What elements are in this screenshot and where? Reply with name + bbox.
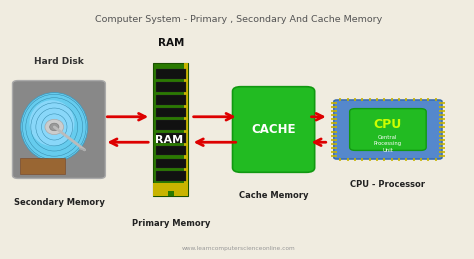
Bar bbox=[184, 63, 189, 183]
Ellipse shape bbox=[45, 119, 64, 135]
Bar bbox=[20, 157, 65, 174]
Text: www.learncomputerscienceonline.com: www.learncomputerscienceonline.com bbox=[182, 246, 295, 250]
FancyBboxPatch shape bbox=[350, 109, 426, 150]
Text: Primary Memory: Primary Memory bbox=[132, 219, 210, 228]
Text: RAM: RAM bbox=[158, 38, 184, 48]
FancyBboxPatch shape bbox=[12, 81, 105, 178]
Bar bbox=[156, 120, 186, 130]
Bar bbox=[168, 191, 174, 196]
Bar bbox=[156, 146, 186, 155]
Bar bbox=[154, 63, 189, 196]
Text: CACHE: CACHE bbox=[251, 123, 296, 136]
Bar bbox=[156, 95, 186, 105]
Ellipse shape bbox=[21, 92, 88, 161]
Text: Computer System - Primary , Secondary And Cache Memory: Computer System - Primary , Secondary An… bbox=[95, 15, 382, 24]
Text: Central
Processing
Unit: Central Processing Unit bbox=[374, 135, 402, 153]
Bar bbox=[156, 133, 186, 143]
Bar bbox=[156, 159, 186, 168]
Text: CPU: CPU bbox=[374, 118, 402, 131]
Ellipse shape bbox=[29, 100, 74, 146]
Text: RAM: RAM bbox=[155, 135, 182, 145]
Text: CPU - Processor: CPU - Processor bbox=[350, 181, 426, 190]
Ellipse shape bbox=[50, 123, 59, 131]
Bar bbox=[156, 69, 186, 79]
Bar bbox=[156, 107, 186, 117]
Bar bbox=[156, 171, 186, 181]
Text: Cache Memory: Cache Memory bbox=[239, 191, 309, 200]
FancyBboxPatch shape bbox=[233, 87, 315, 172]
Bar bbox=[154, 183, 189, 196]
Text: Hard Disk: Hard Disk bbox=[34, 57, 84, 66]
FancyBboxPatch shape bbox=[334, 100, 442, 159]
Text: Secondary Memory: Secondary Memory bbox=[13, 198, 104, 207]
Bar bbox=[156, 82, 186, 92]
